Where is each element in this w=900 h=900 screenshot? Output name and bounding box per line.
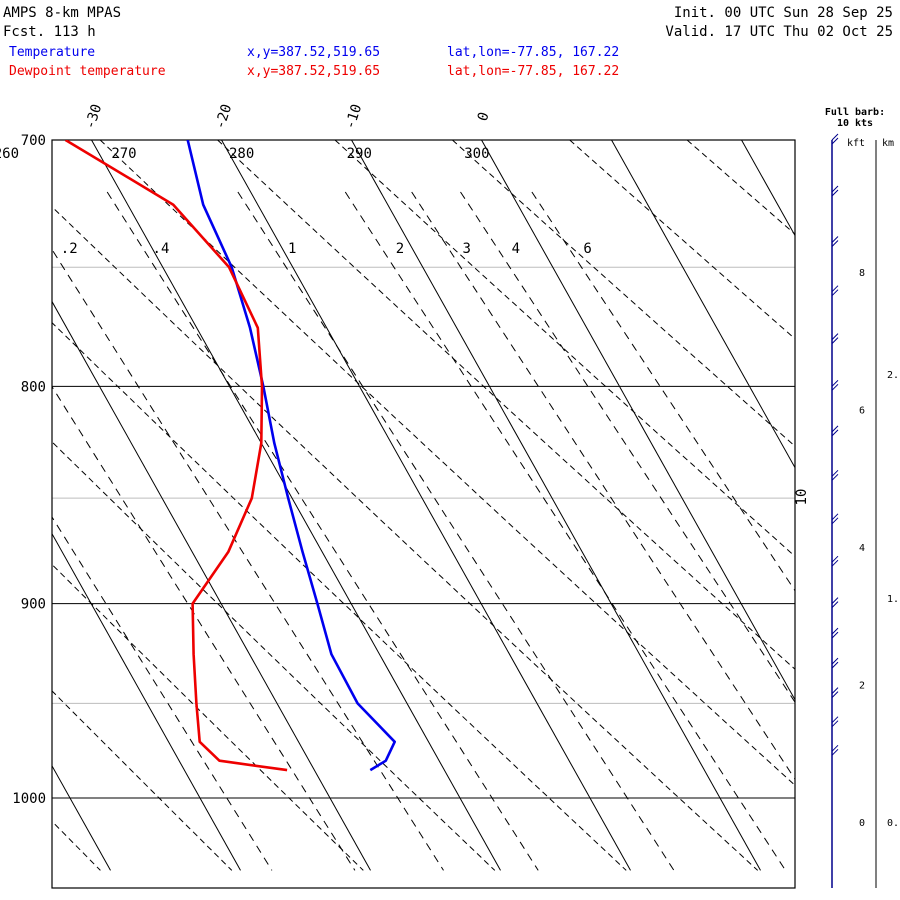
theta-e-label: 10 — [794, 489, 810, 506]
wind-barb — [831, 333, 839, 344]
dry-adiabat-line — [452, 140, 795, 447]
wind-barb — [831, 657, 839, 669]
wind-barb — [831, 469, 839, 481]
isotherm-top-label: 0 — [475, 110, 493, 123]
mixing-ratio-label: 1 — [288, 241, 296, 257]
dry-adiabat-line — [52, 690, 233, 871]
grid-lines — [52, 140, 900, 871]
dry-adiabat-line — [52, 321, 627, 871]
wind-barb — [831, 555, 839, 567]
wind-barb — [831, 285, 839, 297]
pressure-label: 800 — [21, 379, 46, 395]
theta-label: 300 — [464, 146, 489, 162]
plot-frame — [51, 139, 796, 889]
dewpoint-line — [64, 140, 288, 772]
kft-label: kft — [847, 138, 865, 149]
init-time: Init. 00 UTC Sun 28 Sep 25 — [674, 5, 893, 21]
isotherm-line — [221, 140, 631, 871]
mixing-ratio-line — [460, 191, 795, 704]
mixing-ratio-label: 6 — [583, 241, 591, 257]
theta-label: 260 — [0, 146, 19, 162]
dry-adiabat-line — [52, 206, 759, 871]
wind-barb — [831, 687, 839, 698]
legend-latlon: lat,lon=-77.85, 167.22 — [447, 45, 619, 60]
mixing-ratio-label: .2 — [61, 241, 78, 257]
theta-label: 290 — [347, 146, 372, 162]
kft-tick-label: 6 — [859, 406, 865, 417]
dry-adiabat-line — [52, 820, 101, 871]
isotherm-line — [52, 764, 111, 871]
km-tick-label: 1. — [887, 594, 899, 605]
wind-barb — [831, 236, 839, 247]
isotherm-line — [481, 140, 795, 701]
isotherm-line — [52, 532, 241, 871]
wind-barb — [831, 425, 839, 437]
kft-tick-label: 4 — [859, 543, 865, 554]
wind-barb — [831, 185, 839, 197]
kft-tick-label: 2 — [859, 681, 865, 692]
mixing-ratio-line — [52, 385, 356, 871]
wind-barbs — [831, 133, 839, 756]
mixing-ratio-line — [237, 191, 675, 871]
dry-adiabat-line — [569, 140, 795, 340]
mixing-ratio-label: .4 — [153, 241, 170, 257]
mixing-ratio-label: 3 — [463, 241, 471, 257]
wind-barb — [831, 513, 839, 525]
mixing-ratio-line — [344, 191, 786, 871]
legend-series-name: Dewpoint temperature — [9, 64, 166, 79]
mixing-ratio-line — [52, 248, 444, 871]
legend-latlon: lat,lon=-77.85, 167.22 — [447, 64, 619, 79]
mixing-ratio-label: 4 — [512, 241, 520, 257]
wind-barb — [831, 133, 839, 145]
mixing-ratio-line — [411, 191, 795, 781]
isotherm-line — [91, 140, 501, 871]
kft-tick-label: 0 — [859, 818, 865, 829]
mixing-ratio-line — [531, 191, 795, 592]
pressure-label: 900 — [21, 597, 46, 613]
model-title: AMPS 8-km MPAS — [3, 5, 121, 21]
barb-panel-title: Full barb: — [825, 107, 885, 118]
km-label: km — [882, 138, 894, 149]
sounding-series — [64, 140, 396, 772]
dry-adiabat-line — [52, 441, 496, 871]
mixing-ratio-line — [52, 516, 273, 871]
km-tick-label: 2. — [887, 370, 899, 381]
km-tick-label: 0. — [887, 818, 899, 829]
wind-barb — [831, 744, 839, 756]
barb-panel-subtitle: 10 kts — [837, 118, 873, 129]
wind-barb — [831, 716, 839, 728]
isotherm-line — [351, 140, 761, 871]
dry-adiabat-line — [805, 140, 900, 870]
legend-xy: x,y=387.52,519.65 — [247, 64, 380, 79]
theta-label: 270 — [111, 146, 136, 162]
isotherm-line — [52, 300, 371, 871]
pressure-label: 700 — [21, 133, 46, 149]
theta-label: 280 — [229, 146, 254, 162]
mixing-ratio-line — [106, 191, 539, 871]
isotherm-line — [611, 140, 795, 469]
pressure-label: 1000 — [12, 791, 46, 807]
mixing-ratio-label: 2 — [396, 241, 404, 257]
kft-tick-label: 8 — [859, 268, 865, 279]
legend-xy: x,y=387.52,519.65 — [247, 45, 380, 60]
wind-barb — [831, 379, 839, 391]
legend-series-name: Temperature — [9, 45, 95, 60]
dry-adiabat-line — [334, 140, 795, 557]
dry-adiabat-line — [99, 140, 795, 787]
valid-time: Valid. 17 UTC Thu 02 Oct 25 — [665, 24, 893, 40]
isotherm-top-label: -10 — [342, 102, 365, 131]
isotherm-top-label: -30 — [82, 102, 105, 131]
dry-adiabat-line — [217, 140, 795, 670]
forecast-hour: Fcst. 113 h — [3, 24, 96, 40]
wind-barb — [831, 597, 839, 608]
isotherm-top-label: -20 — [212, 102, 235, 131]
wind-barb — [831, 627, 839, 639]
